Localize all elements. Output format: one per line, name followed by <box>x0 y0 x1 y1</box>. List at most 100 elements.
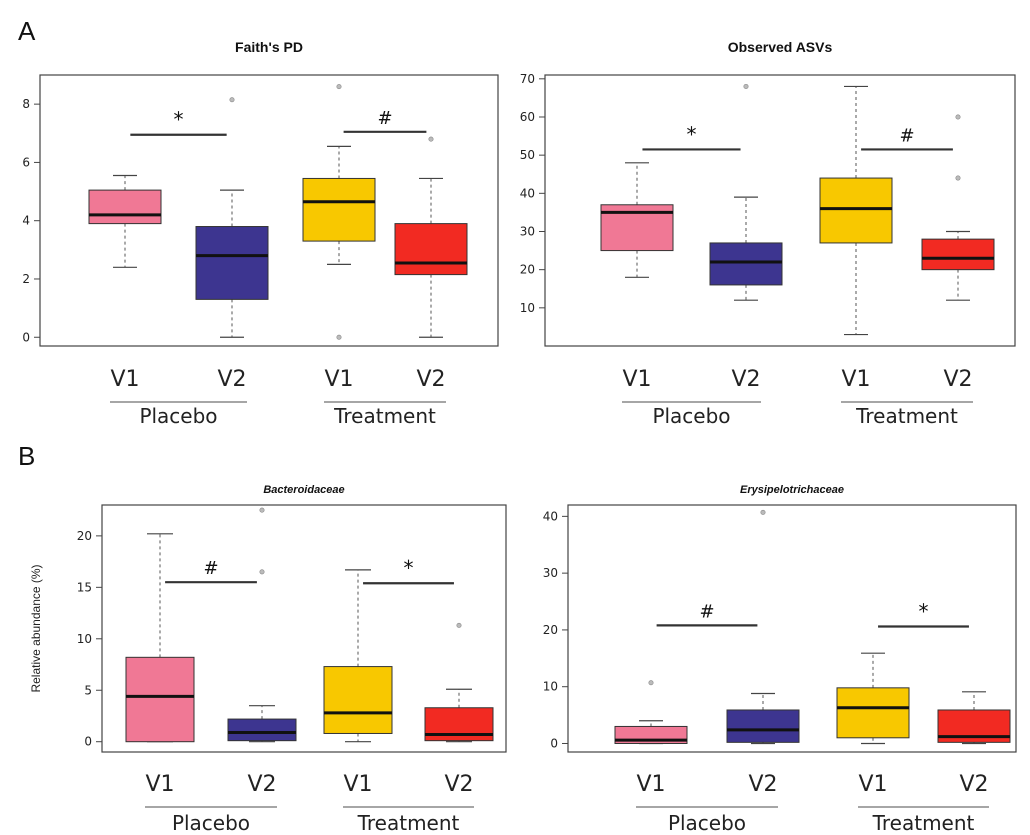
chart-title: Bacteroidaceae <box>263 484 344 496</box>
box-4 <box>424 622 494 743</box>
box-1 <box>600 162 674 278</box>
outlier-point <box>743 83 749 89</box>
box-iqr <box>227 718 297 742</box>
x-category-label: V1 <box>841 367 870 392</box>
y-tick-label: 10 <box>543 680 558 694</box>
x-category-label: V1 <box>622 367 651 392</box>
y-tick-label: 20 <box>543 623 558 637</box>
box-iqr <box>195 226 269 300</box>
group-label: Placebo <box>652 404 730 428</box>
x-category-label: V1 <box>110 367 139 392</box>
plot-frame <box>101 504 507 753</box>
box-2 <box>726 509 800 745</box>
x-category-label: V2 <box>748 772 777 797</box>
outlier-point <box>955 114 961 120</box>
x-category-label: V2 <box>444 772 473 797</box>
outlier-point <box>259 569 265 575</box>
significance-marker: # <box>377 108 392 129</box>
significance-marker: # <box>699 601 714 622</box>
panel-label-a: A <box>18 16 36 46</box>
outlier-point <box>259 507 265 513</box>
x-category-label: V2 <box>217 367 246 392</box>
x-category-label: V1 <box>145 772 174 797</box>
box-3 <box>836 652 910 745</box>
box-3 <box>819 85 893 336</box>
x-category-label: V2 <box>247 772 276 797</box>
y-tick-label: 6 <box>22 155 30 169</box>
box-iqr <box>921 238 995 271</box>
group-label: Placebo <box>139 404 217 428</box>
box-iqr <box>836 687 910 739</box>
y-tick-label: 60 <box>520 110 535 124</box>
outlier-point <box>648 680 654 686</box>
box-iqr <box>302 177 376 242</box>
group-label: Treatment <box>872 811 975 835</box>
box-2 <box>195 97 269 338</box>
significance-marker: * <box>919 600 929 624</box>
box-iqr <box>88 189 162 225</box>
chart-title: Observed ASVs <box>728 39 833 55</box>
box-iqr <box>709 242 783 286</box>
y-tick-label: 40 <box>520 186 535 200</box>
box-4 <box>921 114 995 301</box>
outlier-point <box>760 509 766 515</box>
significance-marker: * <box>687 122 697 146</box>
y-axis-label: Relative abundance (%) <box>29 564 43 692</box>
group-label: Treatment <box>357 811 460 835</box>
group-label: Placebo <box>172 811 250 835</box>
y-tick-label: 70 <box>520 72 535 86</box>
group-label: Treatment <box>855 404 958 428</box>
y-tick-label: 50 <box>520 148 535 162</box>
y-tick-label: 30 <box>520 224 535 238</box>
box-iqr <box>323 666 393 734</box>
box-4 <box>394 136 468 338</box>
x-category-label: V2 <box>731 367 760 392</box>
chart-3: Bacteroidaceae 0 5 10 15 20 Relative abundance… <box>29 484 507 835</box>
x-category-label: V2 <box>943 367 972 392</box>
y-tick-label: 0 <box>84 735 92 749</box>
y-tick-label: 10 <box>77 632 92 646</box>
y-tick-label: 4 <box>22 214 30 228</box>
box-iqr <box>726 709 800 743</box>
plot-frame <box>39 74 499 347</box>
box-3 <box>302 84 376 340</box>
significance-marker: * <box>174 108 184 132</box>
box-2 <box>709 83 783 301</box>
y-tick-label: 40 <box>543 509 558 523</box>
outlier-point <box>955 175 961 181</box>
outlier-point <box>229 97 235 103</box>
y-tick-label: 20 <box>520 263 535 277</box>
box-1 <box>614 680 688 745</box>
y-tick-label: 0 <box>22 330 30 344</box>
plot-frame <box>544 74 1016 347</box>
x-category-label: V2 <box>416 367 445 392</box>
chart-title: Faith's PD <box>235 39 303 55</box>
significance-marker: * <box>404 556 414 580</box>
x-category-label: V1 <box>343 772 372 797</box>
outlier-point <box>336 84 342 90</box>
x-category-label: V1 <box>636 772 665 797</box>
x-category-label: V2 <box>959 772 988 797</box>
box-iqr <box>819 177 893 244</box>
plot-frame <box>567 504 1017 753</box>
y-tick-label: 2 <box>22 272 30 286</box>
y-tick-label: 30 <box>543 566 558 580</box>
chart-title: Erysipelotrichaceae <box>740 484 844 496</box>
box-iqr <box>394 223 468 276</box>
y-tick-label: 10 <box>520 301 535 315</box>
box-1 <box>125 533 195 743</box>
outlier-point <box>456 622 462 628</box>
significance-marker: # <box>203 558 218 579</box>
box-2 <box>227 507 297 743</box>
box-3 <box>323 569 393 743</box>
y-tick-label: 20 <box>77 529 92 543</box>
outlier-point <box>428 136 434 142</box>
y-tick-label: 0 <box>550 736 558 750</box>
panel-label-b: B <box>18 441 35 471</box>
box-4 <box>937 691 1011 745</box>
